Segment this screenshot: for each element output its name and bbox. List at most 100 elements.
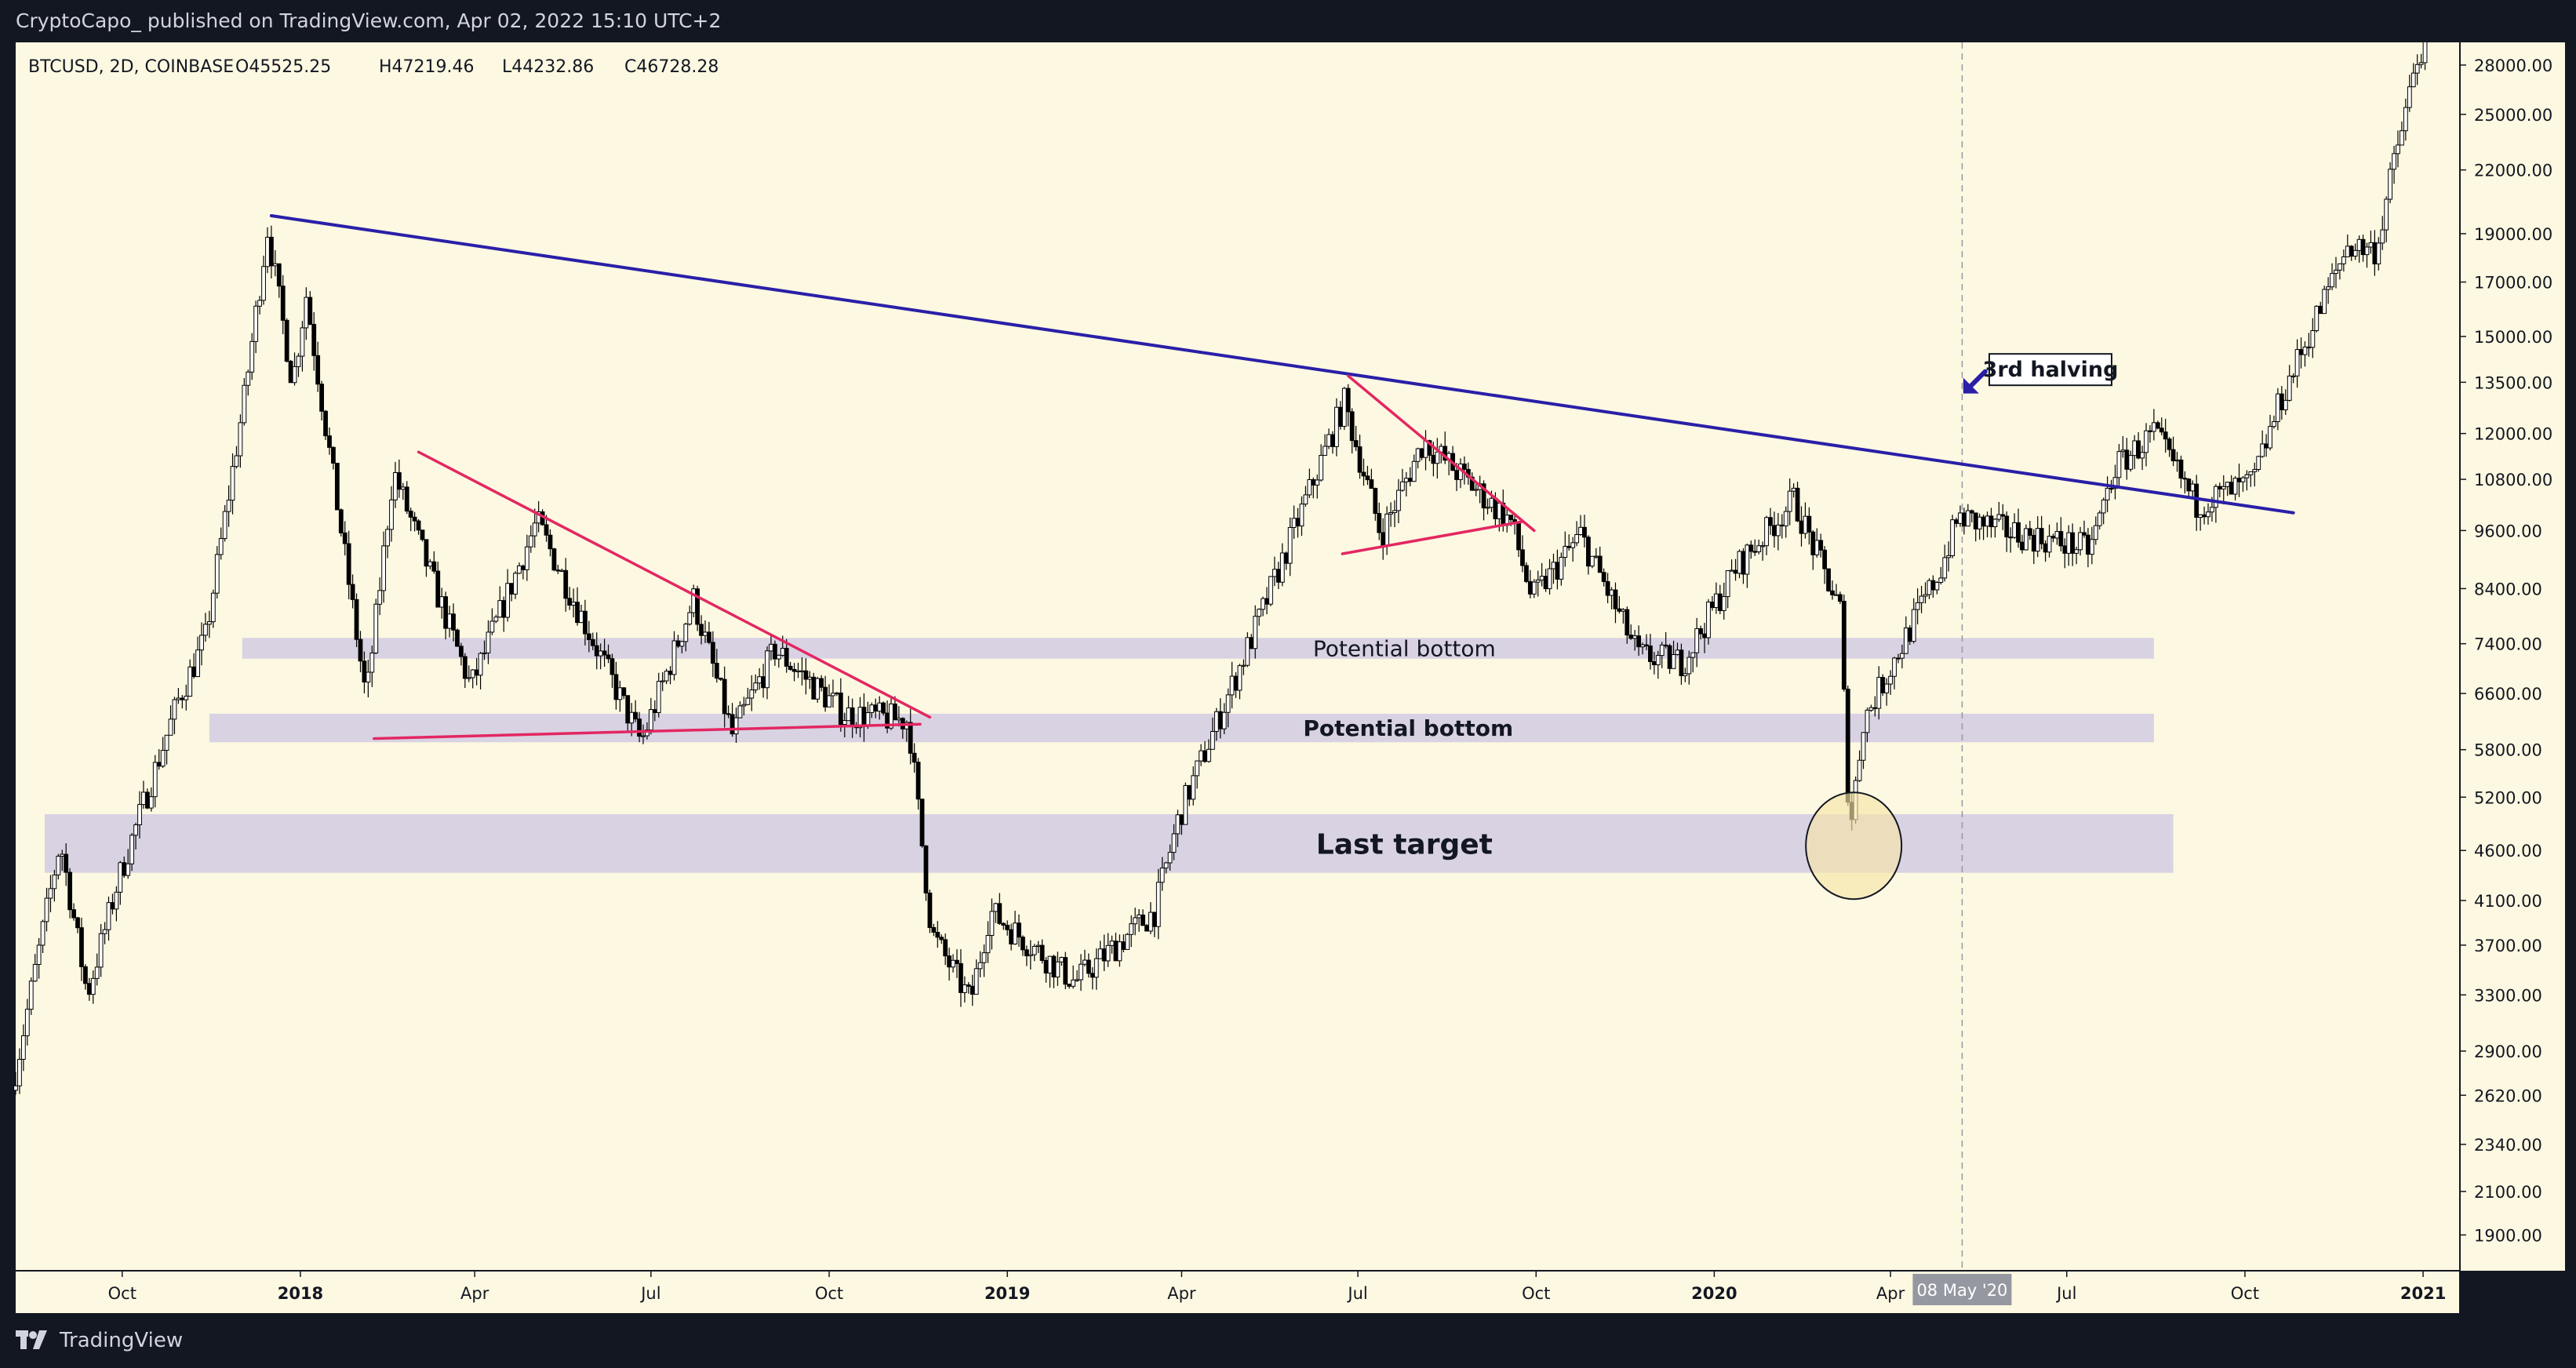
- candle-body: [276, 263, 282, 287]
- candle: [1365, 465, 1370, 486]
- candle-body: [660, 680, 665, 682]
- candle: [24, 999, 30, 1046]
- candle: [1946, 541, 1952, 572]
- candle: [513, 571, 518, 599]
- candle-body: [1679, 649, 1684, 676]
- candle-body: [1760, 545, 1766, 548]
- candle: [1055, 951, 1061, 986]
- candle-body: [788, 665, 793, 670]
- candle: [955, 949, 959, 978]
- branding-footer: TradingView: [0, 1313, 2576, 1368]
- candle: [455, 628, 460, 647]
- candle-body: [935, 932, 941, 938]
- candle: [1159, 857, 1165, 891]
- long-term-descending-resistance[interactable]: [269, 214, 2295, 515]
- price-tick-label: 10800.00: [2474, 471, 2552, 489]
- candle: [2163, 418, 2168, 453]
- publisher-info-text: CryptoCapo_ published on TradingView.com…: [16, 9, 722, 32]
- candle-body: [2368, 242, 2374, 248]
- candle-body: [1307, 478, 1312, 496]
- candle-body: [187, 666, 193, 697]
- candle: [2170, 436, 2176, 467]
- candle: [98, 924, 104, 977]
- candle-body: [2256, 456, 2261, 470]
- candle: [2027, 520, 2032, 540]
- candle: [671, 631, 677, 681]
- candle: [2097, 510, 2102, 529]
- candle-body: [501, 600, 507, 618]
- candle-body: [1253, 616, 1258, 649]
- candle: [2116, 444, 2122, 488]
- 2019-triangle-upper-trendline[interactable]: [1346, 374, 1536, 533]
- candle-body: [981, 952, 987, 963]
- candle: [722, 666, 727, 728]
- candle: [2136, 432, 2141, 460]
- candle: [815, 676, 820, 703]
- candle: [811, 672, 817, 700]
- candle-body: [2050, 536, 2056, 539]
- candle-body: [2418, 62, 2424, 65]
- candle-body: [555, 569, 561, 572]
- candle-body: [2264, 443, 2269, 449]
- candle-body: [532, 522, 537, 537]
- candle-body: [966, 984, 971, 987]
- candle-body: [180, 697, 185, 700]
- candle-body: [2232, 478, 2238, 495]
- candle-body: [1152, 911, 1157, 927]
- candle: [2407, 75, 2412, 112]
- candle: [966, 982, 971, 994]
- candle: [1574, 521, 1579, 547]
- candle-body: [602, 650, 607, 656]
- candle: [1915, 588, 1920, 624]
- candle-body: [265, 236, 270, 267]
- candle-body: [544, 524, 549, 536]
- candle-body: [1958, 512, 1963, 524]
- candle-body: [230, 466, 235, 501]
- candle-body: [106, 902, 111, 930]
- candle-body: [2388, 169, 2393, 200]
- price-chart[interactable]: Potential bottom Potential bottom Last tar…: [0, 42, 2576, 1313]
- candle: [1582, 515, 1587, 548]
- price-tick-label: 2100.00: [2474, 1183, 2542, 1202]
- candle-body: [1411, 460, 1417, 482]
- candle: [1334, 398, 1339, 457]
- candle-body: [94, 966, 100, 979]
- candle: [416, 518, 421, 535]
- candle-body: [133, 824, 138, 836]
- candle: [40, 919, 45, 954]
- candle-body: [1323, 446, 1328, 456]
- candle-body: [1311, 478, 1316, 486]
- candle: [707, 621, 711, 645]
- candle-body: [583, 610, 588, 635]
- candle-body: [2380, 229, 2385, 244]
- 2019-triangle-lower-trendline[interactable]: [1341, 520, 1524, 555]
- candle-body: [1667, 645, 1672, 669]
- candle: [1144, 923, 1149, 932]
- candle-body: [923, 845, 929, 893]
- candle: [2105, 476, 2110, 512]
- candle: [443, 591, 449, 640]
- candle-body: [733, 717, 739, 735]
- candle-body: [1233, 675, 1239, 691]
- candle: [803, 658, 809, 695]
- candle: [1411, 454, 1417, 482]
- candle: [133, 822, 138, 850]
- candle: [1563, 531, 1568, 567]
- 2018-triangle-lower-trendline[interactable]: [373, 722, 922, 740]
- candle-body: [141, 791, 146, 806]
- candle: [1996, 501, 2002, 522]
- candle: [1721, 582, 1726, 620]
- candle-body: [489, 620, 495, 633]
- time-tick-label: Apr: [1876, 1284, 1905, 1303]
- candle-body: [1911, 609, 1916, 642]
- candle-body: [1191, 775, 1196, 800]
- candle: [64, 843, 69, 886]
- 2018-triangle-upper-trendline[interactable]: [417, 450, 932, 719]
- candle: [184, 684, 189, 711]
- candle: [2252, 462, 2258, 487]
- candle-body: [400, 486, 406, 490]
- candle: [1257, 608, 1262, 626]
- candle-body: [1865, 709, 1870, 733]
- candle-body: [1059, 957, 1064, 962]
- candle-body: [1082, 959, 1087, 965]
